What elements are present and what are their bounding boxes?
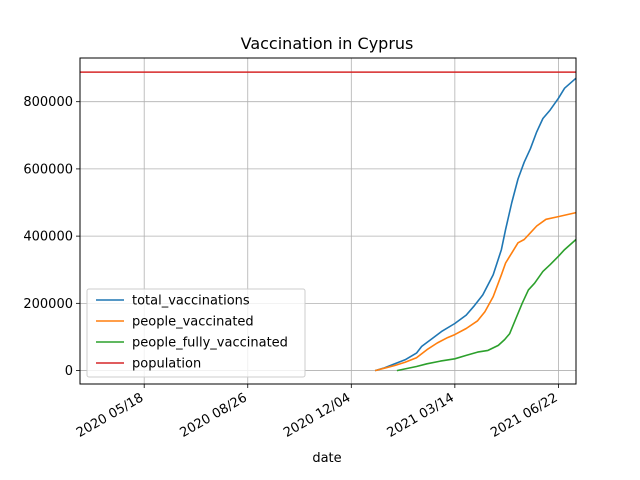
x-axis-title: date xyxy=(312,451,341,466)
plot-frame xyxy=(79,57,577,385)
legend-label: population xyxy=(132,357,201,372)
y-tick-label: 0 xyxy=(65,364,73,379)
chart-title: Vaccination in Cyprus xyxy=(241,34,414,53)
y-tick-label: 800000 xyxy=(23,95,73,110)
x-tick-label: 2020 05/18 xyxy=(74,390,146,440)
y-axis-ticks: 0 200000 400000 600000 800000 xyxy=(23,95,80,379)
legend: total_vaccinations people_vaccinatedpeopl… xyxy=(86,288,306,378)
series-line-people-vaccinated xyxy=(374,211,577,372)
legend-label: people_fully_vaccinated xyxy=(132,336,288,351)
legend-box xyxy=(86,288,306,378)
series-lines xyxy=(80,71,577,372)
x-tick-label: 2021 06/22 xyxy=(488,390,560,440)
legend-label: people_vaccinated xyxy=(132,315,254,330)
y-tick-label: 600000 xyxy=(23,162,73,177)
x-tick-label: 2020 08/26 xyxy=(178,390,250,440)
x-tick-label: 2020 12/04 xyxy=(281,390,353,440)
x-axis-ticks: 2020 05/18 2020 08/26 2020 12/04 2021 03/14… xyxy=(74,384,560,441)
x-tick-label: 2021 03/14 xyxy=(385,390,457,440)
series-line-total-vaccinations xyxy=(374,77,577,372)
y-tick-label: 200000 xyxy=(23,297,73,312)
y-tick-label: 400000 xyxy=(23,230,73,245)
series-line-people-fully-vaccinated xyxy=(396,238,577,372)
legend-label: total_vaccinations xyxy=(132,294,250,309)
